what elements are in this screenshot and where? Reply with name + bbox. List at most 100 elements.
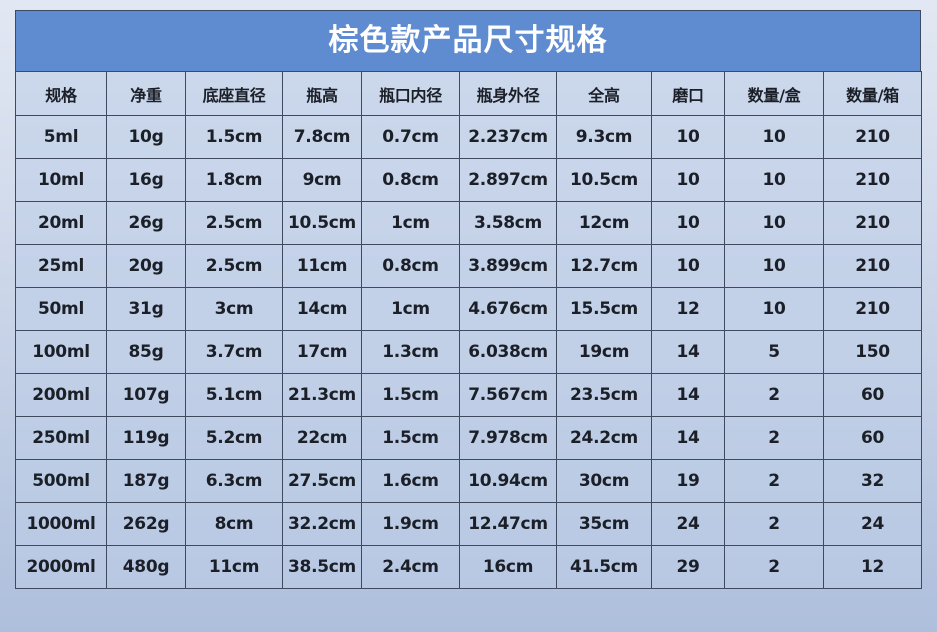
table-cell: 16cm xyxy=(459,545,557,589)
table-cell: 0.7cm xyxy=(361,115,460,159)
table-cell: 1.3cm xyxy=(361,330,460,374)
table-cell: 10 xyxy=(724,287,824,331)
column-header: 磨口 xyxy=(651,71,725,116)
table-cell: 100ml xyxy=(15,330,107,374)
table-title: 棕色款产品尺寸规格 xyxy=(15,10,921,71)
table-cell: 10 xyxy=(651,244,725,288)
table-cell: 1cm xyxy=(361,201,460,245)
table-cell: 2.5cm xyxy=(185,244,283,288)
table-cell: 21.3cm xyxy=(282,373,362,417)
table-cell: 10 xyxy=(651,158,725,202)
table-cell: 7.8cm xyxy=(282,115,362,159)
table-cell: 10.5cm xyxy=(282,201,362,245)
table-cell: 200ml xyxy=(15,373,107,417)
table-cell: 1.9cm xyxy=(361,502,460,546)
spec-table: 规格 净重 底座直径 瓶高 瓶口内径 瓶身外径 全高 磨口 数量/盒 数量/箱 5ml 10g 1.5… xyxy=(15,71,922,589)
table-cell: 27.5cm xyxy=(282,459,362,503)
table-cell: 11cm xyxy=(185,545,283,589)
table-cell: 2 xyxy=(724,545,824,589)
table-cell: 10 xyxy=(724,115,824,159)
table-cell: 24 xyxy=(823,502,922,546)
table-cell: 10 xyxy=(651,201,725,245)
table-row: 2000ml 480g 11cm 38.5cm 2.4cm 16cm 41.5cm 29 2 12 xyxy=(15,545,922,589)
table-cell: 210 xyxy=(823,115,922,159)
table-cell: 1.5cm xyxy=(361,416,460,460)
column-header: 瓶身外径 xyxy=(459,71,557,116)
table-cell: 85g xyxy=(106,330,186,374)
table-cell: 119g xyxy=(106,416,186,460)
table-cell: 38.5cm xyxy=(282,545,362,589)
table-cell: 10.5cm xyxy=(556,158,652,202)
table-cell: 11cm xyxy=(282,244,362,288)
table-row: 500ml 187g 6.3cm 27.5cm 1.6cm 10.94cm 30cm 19 2 3… xyxy=(15,459,922,503)
table-cell: 35cm xyxy=(556,502,652,546)
table-cell: 262g xyxy=(106,502,186,546)
table-cell: 14 xyxy=(651,330,725,374)
table-cell: 3.58cm xyxy=(459,201,557,245)
table-cell: 2 xyxy=(724,373,824,417)
table-cell: 41.5cm xyxy=(556,545,652,589)
table-cell: 10.94cm xyxy=(459,459,557,503)
table-row: 50ml 31g 3cm 14cm 1cm 4.676cm 15.5cm 12 10 210 xyxy=(15,287,922,331)
table-cell: 17cm xyxy=(282,330,362,374)
table-cell: 5ml xyxy=(15,115,107,159)
table-cell: 210 xyxy=(823,201,922,245)
table-cell: 250ml xyxy=(15,416,107,460)
table-cell: 9.3cm xyxy=(556,115,652,159)
table-cell: 2 xyxy=(724,416,824,460)
table-cell: 500ml xyxy=(15,459,107,503)
table-cell: 19cm xyxy=(556,330,652,374)
table-cell: 60 xyxy=(823,373,922,417)
table-cell: 14cm xyxy=(282,287,362,331)
table-row: 10ml 16g 1.8cm 9cm 0.8cm 2.897cm 10.5cm 10 10 210 xyxy=(15,158,922,202)
table-cell: 2.897cm xyxy=(459,158,557,202)
table-cell: 8cm xyxy=(185,502,283,546)
column-header: 瓶口内径 xyxy=(361,71,460,116)
table-cell: 150 xyxy=(823,330,922,374)
table-cell: 22cm xyxy=(282,416,362,460)
table-cell: 187g xyxy=(106,459,186,503)
table-cell: 10g xyxy=(106,115,186,159)
table-cell: 24 xyxy=(651,502,725,546)
table-cell: 10 xyxy=(724,244,824,288)
table-cell: 1.8cm xyxy=(185,158,283,202)
table-cell: 7.978cm xyxy=(459,416,557,460)
table-cell: 31g xyxy=(106,287,186,331)
table-cell: 10 xyxy=(724,201,824,245)
table-cell: 2.237cm xyxy=(459,115,557,159)
table-cell: 12 xyxy=(823,545,922,589)
table-cell: 10ml xyxy=(15,158,107,202)
table-cell: 210 xyxy=(823,287,922,331)
table-cell: 107g xyxy=(106,373,186,417)
table-cell: 12cm xyxy=(556,201,652,245)
table-cell: 26g xyxy=(106,201,186,245)
table-cell: 10 xyxy=(724,158,824,202)
table-cell: 32.2cm xyxy=(282,502,362,546)
table-cell: 30cm xyxy=(556,459,652,503)
table-cell: 0.8cm xyxy=(361,158,460,202)
table-row: 1000ml 262g 8cm 32.2cm 1.9cm 12.47cm 35cm 24 2 24 xyxy=(15,502,922,546)
table-cell: 6.3cm xyxy=(185,459,283,503)
column-header: 底座直径 xyxy=(185,71,283,116)
table-cell: 50ml xyxy=(15,287,107,331)
table-cell: 5.2cm xyxy=(185,416,283,460)
table-cell: 14 xyxy=(651,416,725,460)
table-cell: 480g xyxy=(106,545,186,589)
table-cell: 7.567cm xyxy=(459,373,557,417)
table-cell: 20g xyxy=(106,244,186,288)
table-cell: 3.7cm xyxy=(185,330,283,374)
table-cell: 1.5cm xyxy=(185,115,283,159)
table-row: 20ml 26g 2.5cm 10.5cm 1cm 3.58cm 12cm 10 10 210 xyxy=(15,201,922,245)
spec-table-container: 棕色款产品尺寸规格 规格 净重 底座直径 瓶高 瓶口内径 瓶身外径 全高 磨口 数量/盒 数量/箱… xyxy=(15,10,922,589)
table-cell: 2 xyxy=(724,459,824,503)
header-row: 规格 净重 底座直径 瓶高 瓶口内径 瓶身外径 全高 磨口 数量/盒 数量/箱 xyxy=(15,71,922,116)
column-header: 净重 xyxy=(106,71,186,116)
table-cell: 19 xyxy=(651,459,725,503)
table-cell: 6.038cm xyxy=(459,330,557,374)
table-cell: 23.5cm xyxy=(556,373,652,417)
table-cell: 3.899cm xyxy=(459,244,557,288)
column-header: 规格 xyxy=(15,71,107,116)
table-cell: 1000ml xyxy=(15,502,107,546)
table-cell: 5 xyxy=(724,330,824,374)
table-row: 25ml 20g 2.5cm 11cm 0.8cm 3.899cm 12.7cm 10 10 21… xyxy=(15,244,922,288)
